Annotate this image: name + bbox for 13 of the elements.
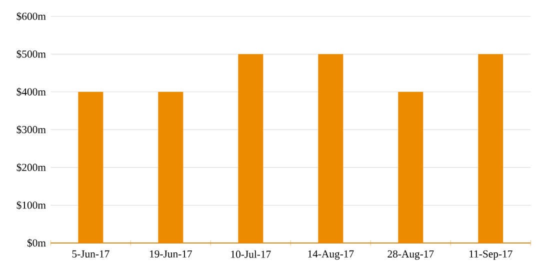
x-tick-label: 19-Jun-17 bbox=[150, 250, 192, 258]
y-tick-label: $500m bbox=[16, 50, 46, 58]
y-tick-label: $100m bbox=[16, 200, 46, 210]
y-tick-label: $400m bbox=[16, 88, 46, 96]
x-tick-label: 11-Sep-17 bbox=[470, 250, 512, 260]
y-tick-label: $0m bbox=[27, 238, 46, 248]
y-tick-label: $300m bbox=[16, 125, 46, 134]
y-tick-label: $600m bbox=[16, 12, 46, 21]
x-tick-label: 14-Aug-17 bbox=[308, 250, 354, 260]
x-tick-label: 28-Aug-17 bbox=[388, 250, 434, 260]
x-tick-label: 5-Jun-17 bbox=[72, 250, 110, 258]
y-tick-label: $200m bbox=[16, 163, 46, 172]
x-tick-label: 10-Jul-17 bbox=[231, 250, 271, 258]
